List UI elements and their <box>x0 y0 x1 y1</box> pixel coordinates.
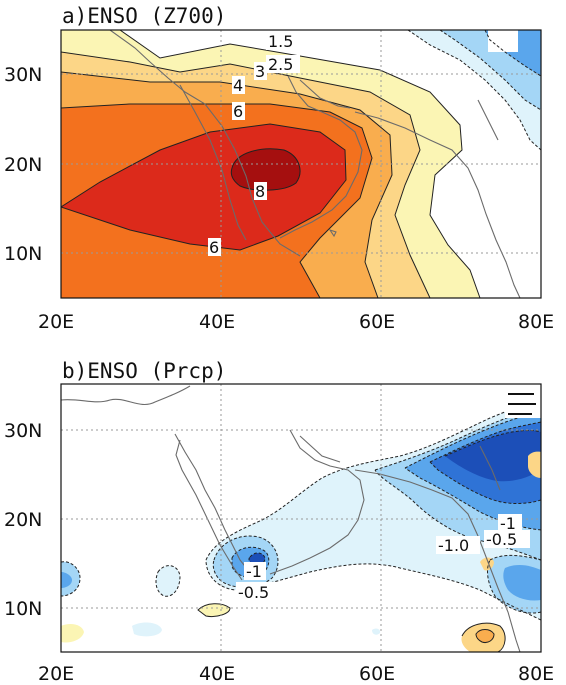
prcp-fill-neg-small-3 <box>372 628 381 635</box>
prcp-fill-neg-south-2 <box>503 564 541 601</box>
prcp-label-minus1-yemen: -1 <box>246 562 262 581</box>
prcp-contour-neg-5 <box>444 430 541 457</box>
z700-label-4: 4 <box>233 76 243 95</box>
prcp-label-minus0-5-east: -0.5 <box>486 530 517 549</box>
prcp-clipped-label-bg <box>505 386 541 418</box>
panel-b-xtick-80e: 80E <box>518 663 554 685</box>
prcp-fill-pos-1 <box>198 603 230 617</box>
panel-b-xtick-20e: 20E <box>38 663 74 685</box>
z700-label-2-5: 2.5 <box>268 55 293 74</box>
panel-a-xtick-80e: 80E <box>518 311 554 333</box>
z700-contour-4 <box>61 103 373 298</box>
z700-contour-2 <box>61 51 431 298</box>
z700-contour-neg-3 <box>484 30 541 77</box>
prcp-fill-neg-west-2 <box>61 572 72 588</box>
z700-contour-5 <box>61 123 347 251</box>
panel-b: b)ENSO (Prcp) <box>4 359 554 685</box>
panel-a-gridlines <box>61 30 541 298</box>
prcp-fill-neg-5 <box>445 430 541 482</box>
panel-b-ytick-10n: 10N <box>4 598 42 620</box>
prcp-fill-pos-4 <box>476 629 494 643</box>
prcp-contour-neg-2b <box>374 469 541 561</box>
z700-label-1-5: 1.5 <box>268 32 293 51</box>
panel-a-ytick-30n: 30N <box>4 64 42 86</box>
prcp-contour-neg-4b <box>429 461 541 504</box>
panel-a-xtick-20e: 20E <box>38 311 74 333</box>
z700-blank-cell <box>488 30 518 52</box>
panel-b-ytick-30n: 30N <box>4 420 42 442</box>
prcp-contour-pos-1 <box>197 603 231 617</box>
z700-label-6-upper: 6 <box>233 102 243 121</box>
z700-contour-3 <box>61 71 393 298</box>
panel-b-xtick-40e: 40E <box>199 663 235 685</box>
panel-b-gridlines <box>61 384 541 652</box>
z700-label-6-lower: 6 <box>209 238 219 257</box>
prcp-contour-south <box>487 554 541 614</box>
prcp-contour-neg-2 <box>374 405 541 471</box>
prcp-fill-pos-5 <box>528 451 541 478</box>
panel-a-contour-labels: 1.5 2.5 3 4 6 8 6 <box>208 32 300 257</box>
panel-a-xtick-40e: 40E <box>199 311 235 333</box>
panel-b-coastlines <box>61 385 521 652</box>
panel-a-map <box>61 30 541 298</box>
panel-b-title: b)ENSO (Prcp) <box>62 359 226 383</box>
prcp-contour-neg-1 <box>205 397 541 561</box>
z700-contour-neg-2 <box>439 30 541 111</box>
panel-b-frame <box>60 383 542 653</box>
prcp-label-minus1-0: -1.0 <box>438 536 469 555</box>
panel-b-contour-labels: -1 -0.5 -1 -1.0 -0.5 <box>236 514 530 602</box>
z700-contour-neg-1 <box>407 30 541 151</box>
prcp-contour-pos-4 <box>475 629 495 643</box>
prcp-contour-west <box>61 561 81 597</box>
panel-b-xtick-60e: 60E <box>359 663 395 685</box>
prcp-contour-yemen-2 <box>231 546 270 578</box>
z700-fill-level-6 <box>231 148 300 191</box>
panel-a: a)ENSO (Z700) <box>4 4 554 333</box>
panel-a-title: a)ENSO (Z700) <box>62 4 226 28</box>
panel-b-ytick-20n: 20N <box>4 509 42 531</box>
z700-contour-1 <box>61 30 481 298</box>
panel-a-axes: 30N 20N 10N 20E 40E 60E 80E <box>4 64 554 333</box>
z700-label-8: 8 <box>255 182 265 201</box>
z700-label-3: 3 <box>255 62 265 81</box>
panel-b-axes: 30N 20N 10N 20E 40E 60E 80E <box>4 420 554 685</box>
panel-a-ytick-10n: 10N <box>4 243 42 265</box>
panel-a-ytick-20n: 20N <box>4 154 42 176</box>
prcp-fill-pos-2 <box>61 624 84 643</box>
prcp-contour-yemen-1 <box>212 535 279 588</box>
prcp-contour-neg-1b <box>205 559 541 621</box>
prcp-clipped-labels <box>508 393 536 415</box>
prcp-contour-neg-4 <box>429 421 541 463</box>
panel-b-map <box>61 384 541 652</box>
prcp-label-minus1-east: -1 <box>500 514 516 533</box>
panel-a-xtick-60e: 60E <box>359 311 395 333</box>
z700-contour-6 <box>230 148 301 191</box>
prcp-contour-pos-3 <box>461 622 506 652</box>
prcp-fill-neg-small-2 <box>132 622 162 637</box>
panel-a-frame <box>60 29 542 299</box>
prcp-fill-neg-small-1 <box>156 565 180 597</box>
panel-a-coastlines <box>61 30 521 298</box>
prcp-contour-small-1 <box>155 565 181 597</box>
prcp-label-minus0-5-yemen: -0.5 <box>238 583 269 602</box>
